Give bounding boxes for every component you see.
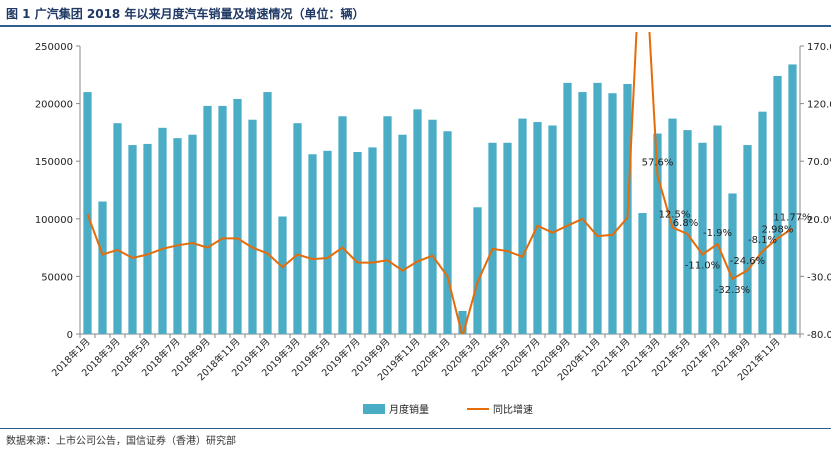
data-label: 2.98% — [762, 224, 794, 235]
bar — [233, 98, 242, 334]
y-right-tick-label: -30.0% — [807, 272, 831, 283]
legend: 月度销量 同比增速 — [363, 403, 533, 416]
bar — [293, 123, 302, 335]
data-label: 12.5% — [659, 209, 691, 220]
y-right-tick-label: 120.0% — [807, 100, 831, 111]
bar — [188, 134, 197, 334]
legend-label-line: 同比增速 — [493, 403, 533, 416]
bar — [458, 310, 467, 334]
bar — [758, 111, 767, 334]
bar — [608, 93, 617, 335]
bar — [128, 145, 137, 334]
bar — [593, 82, 602, 334]
y-right-tick-label: -80.0% — [807, 330, 831, 341]
source-note: 数据来源：上市公司公告，国信证券（香港）研究部 — [6, 436, 236, 447]
bar — [203, 105, 212, 335]
bar — [788, 64, 797, 334]
y-right-tick-label: 20.0% — [807, 215, 831, 226]
y-left-tick-label: 100000 — [35, 215, 73, 226]
growth-line — [86, 32, 794, 334]
bar — [353, 151, 362, 334]
bar — [683, 130, 692, 334]
bar — [518, 118, 527, 335]
data-label: 57.6% — [642, 157, 674, 168]
bar — [563, 82, 572, 334]
bar — [218, 105, 227, 335]
bar — [383, 116, 392, 334]
legend-swatch-bar — [363, 404, 385, 414]
bar — [173, 138, 182, 334]
bar — [308, 154, 317, 334]
bar — [728, 193, 737, 334]
bar — [143, 143, 152, 334]
bar — [548, 125, 557, 334]
y-left-tick-label: 50000 — [41, 272, 73, 283]
bar — [158, 127, 167, 335]
y-left-tick-label: 250000 — [35, 42, 73, 53]
bar — [98, 201, 107, 334]
data-label: -24.6% — [730, 256, 765, 267]
y-left-tick-label: 0 — [67, 330, 73, 341]
y-left-tick-label: 150000 — [35, 157, 73, 168]
bar — [428, 119, 437, 334]
plot-area: 0 50000 100000 150000 200000 250000 -80.0% -30.… — [35, 32, 831, 383]
bar — [713, 125, 722, 334]
title-rule — [0, 25, 831, 27]
data-label: -11.0% — [685, 261, 720, 272]
y-left-tick-label: 200000 — [35, 100, 73, 111]
bar — [533, 122, 542, 334]
bar — [773, 75, 782, 335]
bar — [83, 92, 92, 334]
data-label: 6.8% — [673, 218, 698, 229]
bar — [263, 92, 272, 334]
legend-label-bar: 月度销量 — [389, 403, 429, 416]
bar — [398, 134, 407, 334]
bar — [488, 142, 497, 334]
bar — [638, 213, 647, 334]
bar — [413, 109, 422, 334]
bar — [278, 216, 287, 334]
bar — [323, 150, 332, 334]
bar — [743, 145, 752, 334]
bar — [368, 147, 377, 334]
bar — [248, 119, 257, 334]
chart-title: 图 1 广汽集团 2018 年以来月度汽车销量及增速情况（单位：辆） — [6, 7, 365, 21]
bar — [338, 116, 347, 334]
bar — [578, 92, 587, 334]
source-rule — [0, 428, 831, 429]
y-right-tick-label: 70.0% — [807, 157, 831, 168]
y-right-tick-label: 170.0% — [807, 42, 831, 53]
bar — [653, 133, 662, 334]
data-label: 11.77% — [773, 212, 811, 223]
bar — [443, 131, 452, 334]
bar — [503, 142, 512, 334]
bar — [698, 142, 707, 334]
data-label: -32.3% — [715, 285, 750, 296]
data-label: -1.9% — [703, 228, 732, 239]
bar — [113, 123, 122, 335]
data-label: -8.1% — [748, 235, 777, 246]
bar — [473, 207, 482, 334]
